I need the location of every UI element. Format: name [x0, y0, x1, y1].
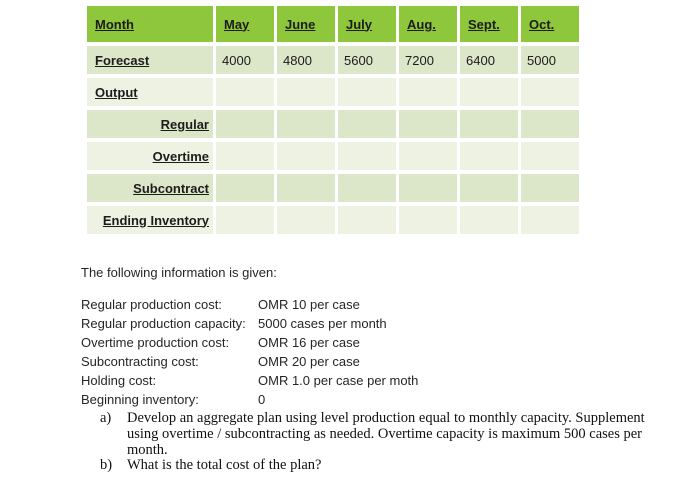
- question-a-line-1: Develop an aggregate plan using level pr…: [127, 410, 645, 426]
- info-intro: The following information is given:: [81, 265, 277, 280]
- column-header-sept: Sept.: [460, 6, 518, 42]
- row-label-overtime: Overtime: [87, 142, 213, 170]
- table-cell-subcontract-may: [216, 174, 274, 202]
- forecast-value-aug: 7200: [399, 46, 457, 74]
- table-cell-output-july: [338, 78, 396, 106]
- column-header-july: July: [338, 6, 396, 42]
- info-value-holding-cost: OMR 1.0 per case per moth: [258, 373, 419, 388]
- table-cell-output-sept: [460, 78, 518, 106]
- info-value-subcontracting-cost: OMR 20 per case: [258, 354, 360, 369]
- row-label-output: Output: [87, 78, 213, 106]
- table-cell-subcontract-june: [277, 174, 335, 202]
- table-cell-regular-june: [277, 110, 335, 138]
- forecast-value-oct: 5000: [521, 46, 579, 74]
- info-label-holding-cost: Holding cost:: [81, 373, 157, 388]
- table-cell-subcontract-oct: [521, 174, 579, 202]
- row-label-regular: Regular: [87, 110, 213, 138]
- table-cell-output-june: [277, 78, 335, 106]
- info-section: The following information is given: Regu…: [81, 263, 418, 409]
- table-cell-overtime-july: [338, 142, 396, 170]
- column-header-may: May: [216, 6, 274, 42]
- row-label-subcontract: Subcontract: [87, 174, 213, 202]
- table-cell-output-oct: [521, 78, 579, 106]
- question-b: b) What is the total cost of the plan?: [100, 458, 670, 474]
- table-cell-overtime-sept: [460, 142, 518, 170]
- question-b-marker: b): [100, 457, 113, 474]
- table-cell-subcontract-aug: [399, 174, 457, 202]
- table-cell-subcontract-sept: [460, 174, 518, 202]
- info-label-beginning-inventory: Beginning inventory:: [81, 392, 199, 407]
- info-value-beginning-inventory: 0: [258, 392, 266, 407]
- column-header-month: Month: [87, 6, 213, 42]
- table-cell-regular-may: [216, 110, 274, 138]
- question-a-line-2: using overtime / subcontracting as neede…: [127, 425, 642, 442]
- row-label-forecast: Forecast: [87, 46, 213, 74]
- table-cell-regular-oct: [521, 110, 579, 138]
- table-cell-overtime-june: [277, 142, 335, 170]
- table-cell-regular-july: [338, 110, 396, 138]
- column-header-oct: Oct.: [521, 6, 579, 42]
- forecast-value-june: 4800: [277, 46, 335, 74]
- table-cell-overtime-aug: [399, 142, 457, 170]
- question-a-line-3: month.: [127, 441, 168, 458]
- forecast-value-may: 4000: [216, 46, 274, 74]
- info-label-regular-cost: Regular production cost:: [81, 297, 222, 312]
- column-header-june: June: [277, 6, 335, 42]
- aggregate-plan-table: Month May June July Aug. Sept. Oct. Fore…: [87, 6, 579, 234]
- info-label-subcontracting-cost: Subcontracting cost:: [81, 354, 199, 369]
- table-cell-output-aug: [399, 78, 457, 106]
- table-cell-regular-aug: [399, 110, 457, 138]
- info-value-regular-cost: OMR 10 per case: [258, 297, 360, 312]
- table-cell-subcontract-july: [338, 174, 396, 202]
- question-a-text: Develop an aggregate plan using level pr…: [127, 410, 670, 458]
- table-cell-overtime-oct: [521, 142, 579, 170]
- questions-section: a) Develop an aggregate plan using level…: [100, 410, 670, 474]
- table-cell-output-may: [216, 78, 274, 106]
- table-cell-endinv-sept: [460, 206, 518, 234]
- forecast-value-sept: 6400: [460, 46, 518, 74]
- table-cell-endinv-oct: [521, 206, 579, 234]
- question-a: a) Develop an aggregate plan using level…: [100, 410, 670, 458]
- row-label-ending-inventory: Ending Inventory: [87, 206, 213, 234]
- question-b-line-1: What is the total cost of the plan?: [127, 457, 322, 474]
- table-cell-endinv-may: [216, 206, 274, 234]
- info-label-overtime-cost: Overtime production cost:: [81, 335, 230, 350]
- question-b-text: What is the total cost of the plan?: [127, 458, 670, 474]
- info-label-regular-capacity: Regular production capacity:: [81, 316, 246, 331]
- info-value-overtime-cost: OMR 16 per case: [258, 335, 360, 350]
- info-list: Regular production cost: OMR 10 per case…: [81, 295, 418, 409]
- column-header-aug: Aug.: [399, 6, 457, 42]
- question-a-marker: a): [100, 410, 112, 426]
- table-cell-endinv-july: [338, 206, 396, 234]
- table-cell-endinv-aug: [399, 206, 457, 234]
- table-cell-overtime-may: [216, 142, 274, 170]
- forecast-value-july: 5600: [338, 46, 396, 74]
- info-value-regular-capacity: 5000 cases per month: [258, 316, 387, 331]
- table-cell-endinv-june: [277, 206, 335, 234]
- table-cell-regular-sept: [460, 110, 518, 138]
